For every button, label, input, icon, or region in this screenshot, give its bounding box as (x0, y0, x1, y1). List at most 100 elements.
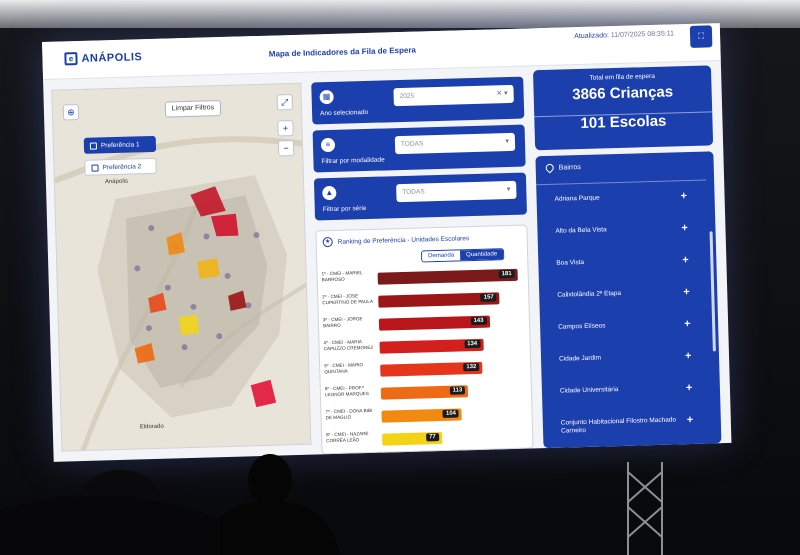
ranking-panel: ★ Ranking de Preferência - Unidades Esco… (315, 224, 534, 455)
ranking-row[interactable]: 4º - CMEI - MARIA CAPUZZO CREMONEZ 134 (323, 335, 527, 359)
bairro-item[interactable]: Alto da Bela Vista + (537, 212, 708, 249)
ranking-row[interactable]: 6º - CMEI - PROF.ª LEONOR MARQUES 113 (325, 381, 529, 405)
ranking-bar: 181 (377, 268, 518, 285)
bairro-name: Campos Elíseos (558, 322, 606, 331)
bairro-name: Boa Vista (556, 258, 585, 267)
ranking-row-label: 1º - CMEI - MARIEL BARROSO (321, 270, 363, 282)
fullscreen-button[interactable]: ⛶ (689, 25, 713, 48)
toggle-quantidade[interactable]: Quantidade (459, 249, 504, 261)
expand-plus-icon[interactable]: + (682, 254, 689, 267)
updated-label: Atualizado: (574, 32, 609, 41)
filter-grade-label: Filtrar por série (322, 205, 367, 214)
bairros-panel: Bairros Adriana Parque + Alto da Bela Vist… (535, 151, 722, 449)
expand-plus-icon[interactable]: + (684, 349, 692, 363)
ranking-row-label: 4º - CMEI - MARIA CAPUZZO CREMONEZ (323, 339, 374, 351)
zoom-out-icon[interactable]: − (277, 140, 295, 157)
expand-plus-icon[interactable]: + (680, 190, 688, 203)
bairro-name: Alto da Bela Vista (555, 226, 607, 235)
logo-text: ANÁPOLIS (81, 50, 143, 65)
ranking-row-label: 6º - CMEI - PROF.ª LEONOR MARQUES (324, 385, 369, 397)
ranking-row[interactable]: 3º - CMEI - JORGE BAIRRO 143 (323, 312, 527, 336)
map-pin-icon (544, 162, 556, 174)
expand-plus-icon[interactable]: + (681, 222, 689, 235)
zoom-in-icon[interactable]: + (277, 120, 294, 137)
filter-year-label: Ano selecionado (320, 108, 369, 118)
ranking-row[interactable]: 1º - CMEI - MARIEL BARROSO 181 (322, 266, 526, 290)
map-place-label: Eldorado (139, 423, 164, 431)
bairro-item[interactable]: Cidade Jardim + (541, 340, 712, 377)
ranking-bar-value: 181 (498, 269, 515, 279)
modality-select-value: TODAS (400, 140, 424, 149)
ranking-row[interactable]: 5º - CMEI - MÁRIO QUINTANA 132 (324, 358, 528, 382)
ranking-row-label: 2º - CMEI - JOSÉ CUPERTINO DE PAULA (322, 293, 374, 305)
updated-value: 11/07/2025 08:35:11 (610, 30, 675, 40)
bairro-item[interactable]: Boa Vista + (538, 244, 709, 281)
modality-select[interactable]: TODAS ▾ (394, 132, 516, 155)
expand-icon[interactable]: ⤢ (276, 94, 293, 111)
preference-1-toggle[interactable]: Preferência 1 (83, 135, 157, 154)
grade-select[interactable]: TODAS ▾ (396, 180, 517, 203)
last-updated: Atualizado: 11/07/2025 08:35:11 (574, 30, 674, 40)
bairros-header: Bairros (544, 162, 581, 174)
bairro-name: Calixtolândia 2ª Etapa (557, 289, 622, 299)
list-icon: ≡ (320, 137, 336, 153)
bairro-item[interactable]: Calixtolândia 2ª Etapa + (539, 276, 710, 313)
ranking-toggle: Demanda Quantidade (420, 248, 505, 263)
checkbox-icon (91, 163, 99, 172)
year-select-value: 2025 (399, 92, 415, 101)
ranking-bar-value: 134 (464, 339, 481, 349)
filter-modality: ≡ Filtrar por modalidade TODAS ▾ (312, 124, 526, 173)
bairro-item[interactable]: Conjunto Habitacional Filostro Machado C… (542, 404, 713, 441)
ranking-row[interactable]: 2º - CMEI - JOSÉ CUPERTINO DE PAULA 157 (322, 289, 526, 313)
ranking-title: Ranking de Preferência - Unidades Escola… (337, 234, 470, 246)
filter-year: ▦ Ano selecionado 2025 ✕ ▾ (311, 76, 525, 125)
screen-stand (627, 462, 663, 555)
expand-plus-icon[interactable]: + (683, 318, 691, 331)
ranking-bar: 113 (380, 385, 469, 400)
totals-card: Total em fila de espera 3866 Crianças 10… (532, 65, 714, 151)
trophy-icon: ★ (322, 236, 333, 248)
ceiling (0, 0, 800, 28)
bairro-item[interactable]: Campos Elíseos + (540, 308, 711, 345)
chevron-down-icon: ✕ ▾ (496, 90, 508, 98)
total-children: 3866 Crianças (571, 83, 674, 104)
ranking-bar: 143 (378, 315, 490, 331)
preference-2-toggle[interactable]: Preferência 2 (84, 157, 157, 176)
bairro-item[interactable]: Cidade Universitária + (542, 372, 713, 409)
logo: e ANÁPOLIS (64, 50, 143, 66)
ranking-row[interactable]: 7º - CMEI - DONA BIBI DE MAGLIO 104 (325, 404, 529, 428)
ranking-row-label: 7º - CMEI - DONA BIBI DE MAGLIO (325, 407, 373, 420)
logo-icon: e (64, 52, 78, 66)
bairros-title: Bairros (558, 163, 581, 172)
bairro-name: Cidade Universitária (559, 386, 619, 395)
map-panel[interactable]: ⊕ ⤢ + − Limpar Filtros Preferência 1 Pre… (51, 82, 312, 452)
projected-dashboard: e ANÁPOLIS Mapa de Indicadores da Fila d… (42, 23, 732, 462)
expand-plus-icon[interactable]: + (683, 286, 690, 299)
bairro-item[interactable]: Adriana Parque + (536, 181, 707, 218)
chevron-down-icon: ▾ (506, 185, 511, 194)
ranking-list: 1º - CMEI - MARIEL BARROSO 181 2º - CMEI -… (316, 226, 526, 446)
toggle-demanda[interactable]: Demanda (421, 250, 461, 262)
page-title: Mapa de Indicadores da Fila de Espera (268, 45, 417, 59)
ranking-bar-value: 132 (463, 362, 480, 372)
expand-plus-icon[interactable]: + (686, 413, 694, 427)
ranking-bar: 104 (381, 408, 463, 423)
filter-grade: ▲ Filtrar por série TODAS ▾ (313, 172, 528, 221)
ranking-row-label: 3º - CMEI - JORGE BAIRRO (322, 316, 363, 328)
scrollbar[interactable] (709, 231, 716, 352)
ranking-bar: 132 (380, 361, 483, 377)
filter-modality-label: Filtrar por modalidade (321, 156, 385, 166)
grade-select-value: TODAS (402, 188, 425, 196)
chevron-down-icon: ▾ (505, 138, 510, 146)
bairro-name: Cidade Jardim (558, 354, 602, 363)
locate-icon[interactable]: ⊕ (62, 103, 80, 121)
ranking-bar-value: 143 (470, 316, 487, 326)
ranking-bar: 134 (379, 338, 484, 354)
year-select[interactable]: 2025 ✕ ▾ (393, 84, 514, 107)
expand-plus-icon[interactable]: + (685, 381, 693, 395)
ranking-row-label: 5º - CMEI - MÁRIO QUINTANA (324, 362, 364, 374)
totals-label: Total em fila de espera (589, 72, 656, 82)
ranking-bar: 157 (378, 292, 500, 308)
ranking-bar-value: 157 (480, 293, 497, 302)
clear-filters-button[interactable]: Limpar Filtros (164, 100, 222, 118)
